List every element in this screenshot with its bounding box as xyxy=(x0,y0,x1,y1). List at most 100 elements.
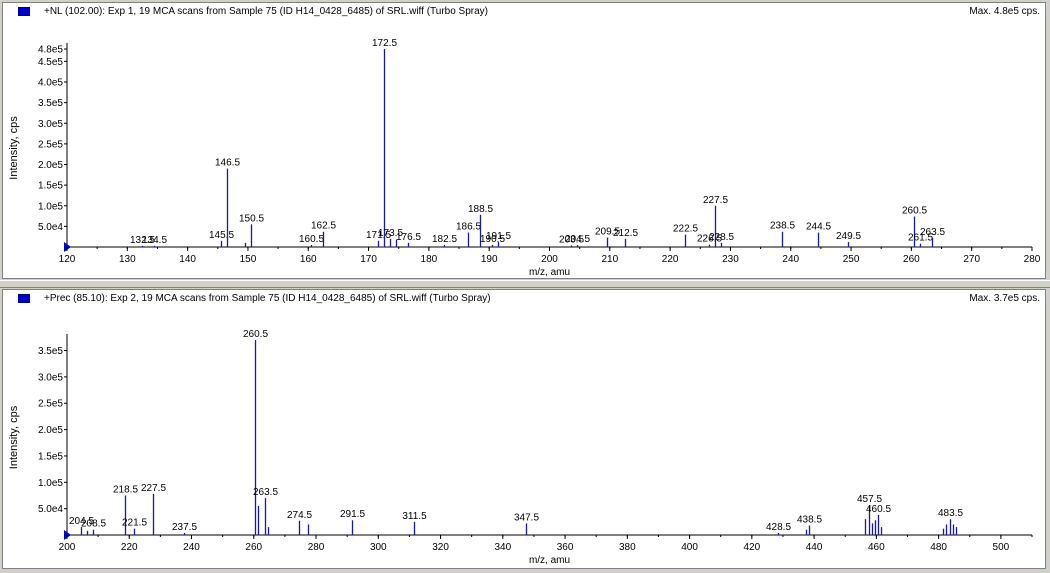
peak-label: 244.5 xyxy=(806,222,831,233)
peak-label: 438.5 xyxy=(797,515,822,526)
peak-label: 226.5 xyxy=(697,234,722,245)
y-tick-label: 4.5e5 xyxy=(38,57,63,68)
pane-splitter[interactable] xyxy=(0,280,1050,288)
x-tick-label: 280 xyxy=(308,542,325,553)
spectrum-chart: 200 220 240 260 280 300 320 340 360 380 400 420 440 4… xyxy=(8,329,1033,566)
x-tick-label: 220 xyxy=(121,542,138,553)
x-tick-label: 260 xyxy=(245,542,262,553)
peak-label: 134.5 xyxy=(142,235,167,246)
y-tick-label: 4.0e5 xyxy=(38,78,63,89)
y-tick-label: 2.5e5 xyxy=(38,139,63,150)
peak-label: 249.5 xyxy=(836,231,861,242)
x-tick-label: 280 xyxy=(1024,254,1041,265)
x-tick-label: 120 xyxy=(59,254,76,265)
peak-label: 162.5 xyxy=(311,221,336,232)
peak-label: 186.5 xyxy=(456,222,481,233)
y-tick-label: 3.0e5 xyxy=(38,372,63,383)
x-tick-label: 340 xyxy=(494,542,511,553)
y-tick-label: 2.0e5 xyxy=(38,160,63,171)
x-tick-label: 300 xyxy=(370,542,387,553)
y-tick-label: 1.0e5 xyxy=(38,201,63,212)
y-tick-label: 1.5e5 xyxy=(38,451,63,462)
peak-label: 428.5 xyxy=(766,522,791,533)
x-tick-label: 320 xyxy=(432,542,449,553)
peak-label: 173.5 xyxy=(378,228,403,239)
x-tick-label: 240 xyxy=(782,254,799,265)
peak-label: 263.5 xyxy=(920,227,945,238)
x-tick-label: 200 xyxy=(59,542,76,553)
y-tick-label: 2.5e5 xyxy=(38,399,63,410)
peak-label: 218.5 xyxy=(113,484,138,495)
peak-label: 160.5 xyxy=(299,234,324,245)
peak-label: 145.5 xyxy=(209,230,234,241)
peak-label: 188.5 xyxy=(468,204,493,215)
peak-label: 260.5 xyxy=(902,205,927,216)
peak-label: 227.5 xyxy=(141,483,166,494)
pane-icon[interactable] xyxy=(18,7,30,16)
spectrum-pane-nl[interactable]: +NL (102.00): Exp 1, 19 MCA scans from S… xyxy=(2,2,1046,279)
x-tick-label: 200 xyxy=(541,254,558,265)
y-tick-label: 1.5e5 xyxy=(38,181,63,192)
peak-label: 227.5 xyxy=(703,195,728,206)
x-tick-label: 190 xyxy=(481,254,498,265)
x-tick-label: 440 xyxy=(806,542,823,553)
peak-label: 171.5 xyxy=(366,230,391,241)
peak-label: 208.5 xyxy=(81,519,106,530)
peak-label: 263.5 xyxy=(253,487,278,498)
peak-label: 222.5 xyxy=(673,224,698,235)
x-tick-label: 130 xyxy=(119,254,136,265)
peak-label: 221.5 xyxy=(122,518,147,529)
peak-label: 176.5 xyxy=(396,232,421,243)
peak-label: 146.5 xyxy=(215,158,240,169)
y-tick-label: 2.0e5 xyxy=(38,425,63,436)
peak-label: 238.5 xyxy=(770,221,795,232)
peak-label: 172.5 xyxy=(372,38,397,49)
peak-label: 228.5 xyxy=(709,232,734,243)
peak-label: 212.5 xyxy=(613,228,638,239)
pane-icon[interactable] xyxy=(18,294,30,303)
x-tick-label: 400 xyxy=(681,542,698,553)
x-tick-label: 500 xyxy=(993,542,1010,553)
x-tick-label: 240 xyxy=(183,542,200,553)
peak-label: 203.5 xyxy=(559,234,584,245)
peak-label: 347.5 xyxy=(514,512,539,523)
y-axis-label: Intensity, cps xyxy=(8,405,20,469)
x-axis-label: m/z, amu xyxy=(529,555,570,566)
x-tick-label: 210 xyxy=(601,254,618,265)
y-tick-label: 3.5e5 xyxy=(38,98,63,109)
x-tick-label: 380 xyxy=(619,542,636,553)
peak-label: 204.5 xyxy=(69,516,94,527)
x-tick-label: 250 xyxy=(843,254,860,265)
y-tick-label: 5.0e4 xyxy=(38,222,63,233)
y-tick-label: 3.0e5 xyxy=(38,119,63,130)
x-tick-label: 220 xyxy=(662,254,679,265)
peak-label: 237.5 xyxy=(172,522,197,533)
peak-label: 291.5 xyxy=(340,509,365,520)
peak-label: 190.5 xyxy=(480,234,505,245)
x-tick-label: 140 xyxy=(179,254,196,265)
peak-label: 261.5 xyxy=(908,233,933,244)
x-tick-label: 260 xyxy=(903,254,920,265)
peak-label: 204.5 xyxy=(565,234,590,245)
max-intensity-label: Max. 3.7e5 cps. xyxy=(969,293,1040,304)
peak-label: 460.5 xyxy=(866,504,891,515)
peak-label: 483.5 xyxy=(938,508,963,519)
y-axis-label: Intensity, cps xyxy=(8,116,20,180)
pane-title: +Prec (85.10): Exp 2, 19 MCA scans from … xyxy=(44,293,491,304)
y-tick-label: 4.8e5 xyxy=(38,45,63,56)
y-tick-label: 5.0e4 xyxy=(38,504,63,515)
spectrum-chart: 120 130 140 150 160 170 180 190 200 210 220 230 240 2… xyxy=(8,38,1041,278)
x-tick-label: 360 xyxy=(557,542,574,553)
peak-label: 209.5 xyxy=(595,227,620,238)
peak-label: 457.5 xyxy=(857,494,882,505)
spectrum-pane-prec[interactable]: +Prec (85.10): Exp 2, 19 MCA scans from … xyxy=(2,289,1046,569)
pane-title: +NL (102.00): Exp 1, 19 MCA scans from S… xyxy=(44,6,489,17)
x-axis-label: m/z, amu xyxy=(529,267,570,278)
max-intensity-label: Max. 4.8e5 cps. xyxy=(969,6,1040,17)
x-tick-label: 160 xyxy=(300,254,317,265)
peak-label: 274.5 xyxy=(287,510,312,521)
x-tick-label: 150 xyxy=(240,254,257,265)
x-tick-label: 180 xyxy=(421,254,438,265)
x-tick-label: 230 xyxy=(722,254,739,265)
peak-label: 182.5 xyxy=(432,234,457,245)
